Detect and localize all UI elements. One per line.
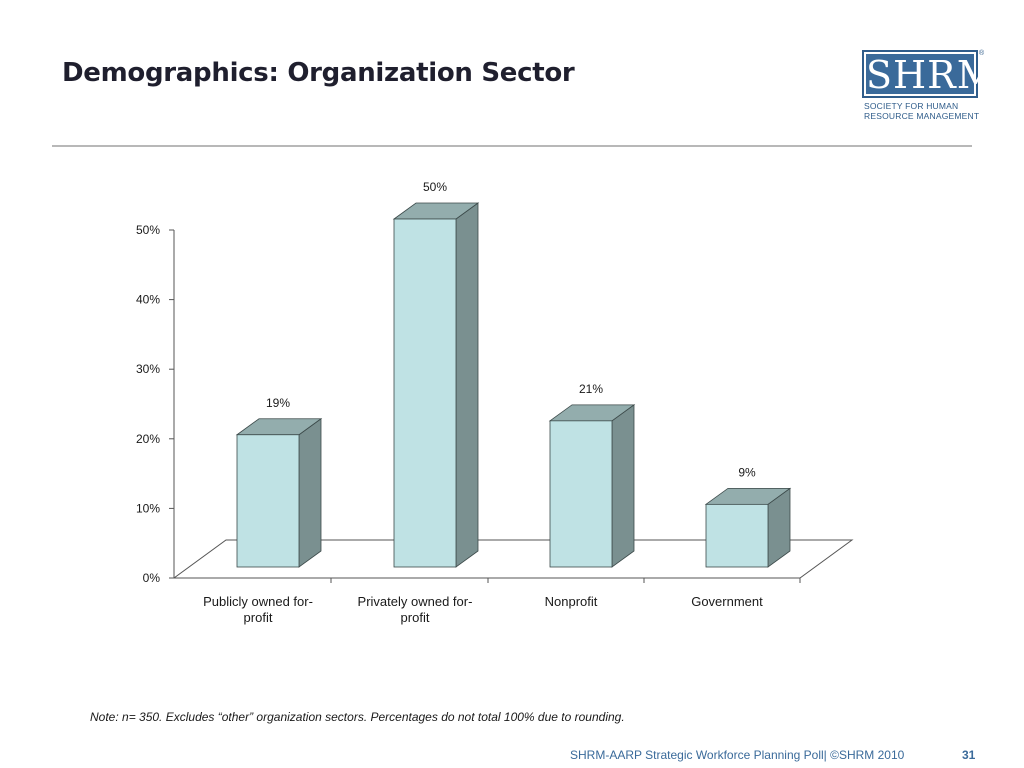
x-tick-label: Government <box>691 594 763 609</box>
bar-side <box>611 404 635 568</box>
x-tick-label: Nonprofit <box>545 594 598 609</box>
y-tick-label: 30% <box>136 362 160 376</box>
chart-floor <box>172 539 854 579</box>
bar <box>549 420 613 568</box>
y-tick-label: 50% <box>136 223 160 237</box>
logo-tagline-1: SOCIETY FOR HUMAN <box>864 101 959 111</box>
y-tick-label: 20% <box>136 432 160 446</box>
bar-side <box>455 202 479 568</box>
logo-registered-mark: ® <box>979 50 985 57</box>
x-tick-label: Privately owned for- <box>358 594 473 609</box>
x-tick-label: profit <box>244 610 273 625</box>
x-tick-label: profit <box>401 610 430 625</box>
organization-sector-chart: 0% 10% 20% 30% 40% 50% 19% Publicly owned for-p… <box>136 180 854 625</box>
data-label: 21% <box>579 382 603 396</box>
bar <box>705 503 769 568</box>
y-tick-label: 40% <box>136 293 160 307</box>
data-label: 50% <box>423 180 447 194</box>
footer-source: SHRM-AARP Strategic Workforce Planning P… <box>570 748 905 762</box>
data-label: 9% <box>738 465 756 479</box>
data-label: 19% <box>266 396 290 410</box>
shrm-logo: SHRM ® SOCIETY FOR HUMAN RESOURCE MANAGE… <box>862 50 996 125</box>
bar-side <box>298 417 322 568</box>
page-title: Demographics: Organization Sector <box>62 58 575 88</box>
bar <box>236 434 300 568</box>
bar <box>393 218 457 568</box>
logo-box: SHRM <box>862 50 996 98</box>
chart-note: Note: n= 350. Excludes “other” organizat… <box>90 710 625 724</box>
logo-tagline-2: RESOURCE MANAGEMENT <box>864 111 980 121</box>
title-divider <box>52 145 972 147</box>
x-tick-label: Publicly owned for- <box>203 594 313 609</box>
y-tick-label: 0% <box>143 571 161 585</box>
page-number: 31 <box>962 748 976 762</box>
y-tick-label: 10% <box>136 501 160 515</box>
